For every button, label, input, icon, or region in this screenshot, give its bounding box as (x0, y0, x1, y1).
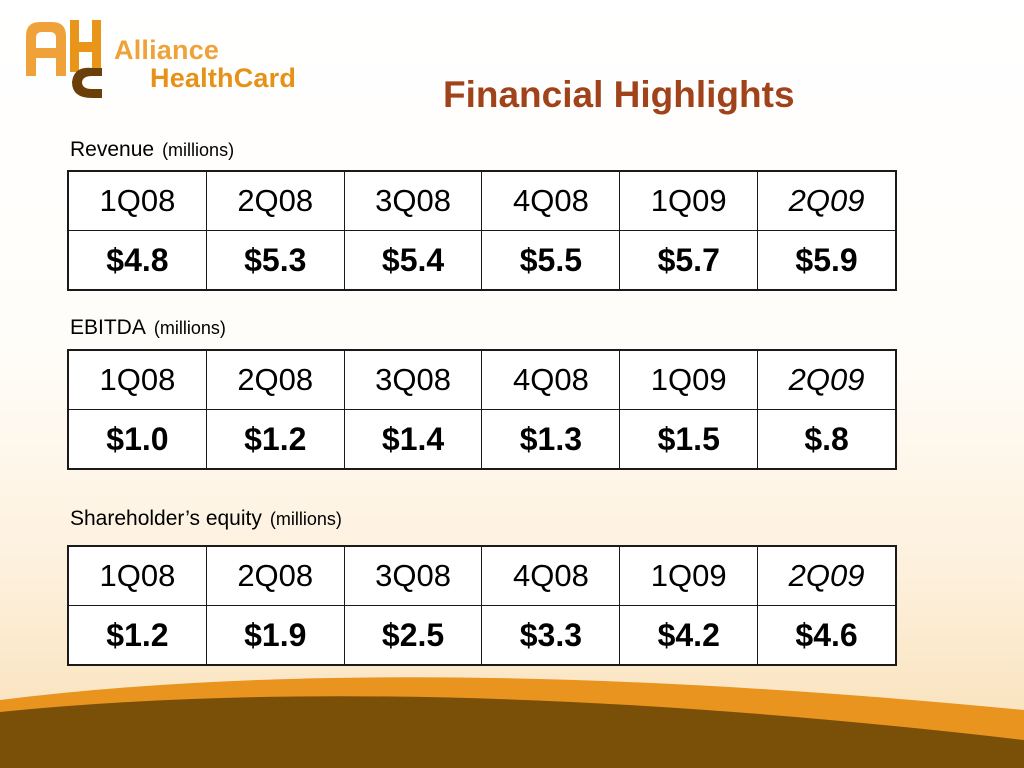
value-cell: $5.7 (619, 230, 759, 291)
quarter-header-row: 1Q08 2Q08 3Q08 4Q08 1Q09 2Q09 (67, 170, 897, 231)
value-row: $1.2 $1.9 $2.5 $3.3 $4.2 $4.6 (67, 605, 897, 666)
ebitda-label: EBITDA (millions) (70, 316, 226, 340)
quarter-cell: 2Q09 (757, 545, 897, 606)
decorative-swoosh (0, 677, 1024, 768)
value-cell: $.8 (757, 409, 897, 470)
equity-label: Shareholder’s equity (millions) (70, 507, 342, 531)
quarter-header-row: 1Q08 2Q08 3Q08 4Q08 1Q09 2Q09 (67, 349, 897, 410)
quarter-cell: 1Q09 (619, 170, 759, 231)
value-row: $1.0 $1.2 $1.4 $1.3 $1.5 $.8 (67, 409, 897, 470)
quarter-cell: 2Q09 (757, 349, 897, 410)
value-cell: $1.4 (343, 409, 483, 470)
quarter-cell: 3Q08 (343, 170, 483, 231)
company-logo: Alliance HealthCard (22, 14, 322, 104)
revenue-label-text: Revenue (70, 138, 155, 161)
value-cell: $3.3 (481, 605, 621, 666)
revenue-unit: (millions) (162, 140, 235, 160)
quarter-cell: 1Q08 (67, 170, 207, 231)
brand-name-line2: HealthCard (150, 63, 297, 93)
quarter-cell: 3Q08 (343, 545, 483, 606)
quarter-cell: 1Q09 (619, 349, 759, 410)
value-cell: $5.5 (481, 230, 621, 291)
quarter-header-row: 1Q08 2Q08 3Q08 4Q08 1Q09 2Q09 (67, 545, 897, 606)
value-cell: $1.3 (481, 409, 621, 470)
quarter-cell: 1Q09 (619, 545, 759, 606)
value-row: $4.8 $5.3 $5.4 $5.5 $5.7 $5.9 (67, 230, 897, 291)
equity-table: 1Q08 2Q08 3Q08 4Q08 1Q09 2Q09 $1.2 $1.9 … (67, 545, 897, 666)
value-cell: $1.2 (205, 409, 345, 470)
value-cell: $1.2 (67, 605, 207, 666)
ebitda-unit: (millions) (153, 318, 226, 338)
value-cell: $5.4 (343, 230, 483, 291)
quarter-cell: 4Q08 (481, 349, 621, 410)
value-cell: $1.9 (205, 605, 345, 666)
page-title: Financial Highlights (443, 74, 795, 115)
quarter-cell: 4Q08 (481, 170, 621, 231)
value-cell: $4.8 (67, 230, 207, 291)
revenue-table: 1Q08 2Q08 3Q08 4Q08 1Q09 2Q09 $4.8 $5.3 … (67, 170, 897, 291)
quarter-cell: 1Q08 (67, 349, 207, 410)
equity-unit: (millions) (269, 509, 342, 529)
quarter-cell: 2Q09 (757, 170, 897, 231)
value-cell: $5.3 (205, 230, 345, 291)
value-cell: $1.0 (67, 409, 207, 470)
value-cell: $5.9 (757, 230, 897, 291)
ahc-logo-mark-icon (26, 20, 102, 98)
brand-name-line1: Alliance (114, 35, 220, 65)
quarter-cell: 2Q08 (205, 545, 345, 606)
value-cell: $1.5 (619, 409, 759, 470)
quarter-cell: 3Q08 (343, 349, 483, 410)
equity-label-text: Shareholder’s equity (70, 507, 262, 530)
quarter-cell: 1Q08 (67, 545, 207, 606)
quarter-cell: 4Q08 (481, 545, 621, 606)
revenue-label: Revenue (millions) (70, 138, 234, 162)
value-cell: $4.2 (619, 605, 759, 666)
ebitda-label-text: EBITDA (70, 316, 146, 339)
ebitda-table: 1Q08 2Q08 3Q08 4Q08 1Q09 2Q09 $1.0 $1.2 … (67, 349, 897, 470)
quarter-cell: 2Q08 (205, 349, 345, 410)
value-cell: $4.6 (757, 605, 897, 666)
value-cell: $2.5 (343, 605, 483, 666)
quarter-cell: 2Q08 (205, 170, 345, 231)
